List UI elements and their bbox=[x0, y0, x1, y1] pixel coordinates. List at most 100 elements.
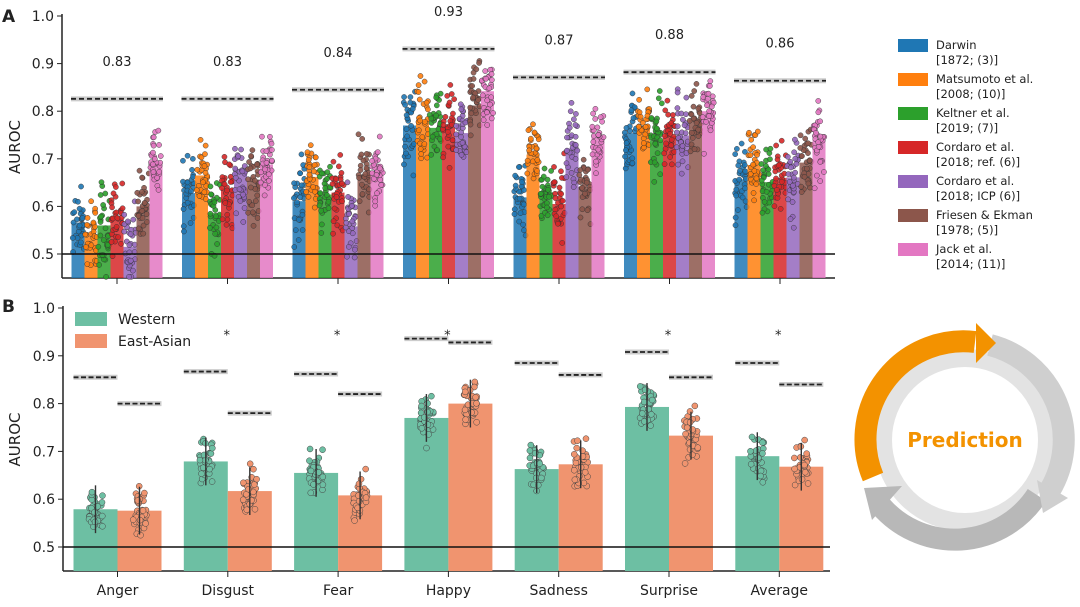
data-point bbox=[232, 165, 239, 172]
legend-name: Cordaro et al. bbox=[936, 174, 1014, 188]
data-point bbox=[785, 196, 791, 203]
data-point bbox=[124, 218, 131, 225]
data-point bbox=[784, 153, 791, 160]
data-point bbox=[693, 81, 700, 87]
data-point bbox=[213, 213, 219, 220]
data-point bbox=[636, 96, 642, 103]
bar bbox=[221, 188, 234, 278]
data-point bbox=[417, 73, 424, 79]
data-point bbox=[538, 474, 545, 482]
data-point bbox=[239, 168, 246, 175]
data-point bbox=[468, 110, 475, 117]
data-point bbox=[180, 157, 186, 164]
data-point bbox=[767, 145, 774, 152]
data-point bbox=[811, 185, 818, 192]
bar bbox=[468, 105, 481, 278]
data-point bbox=[325, 205, 332, 212]
data-point bbox=[689, 451, 696, 459]
data-point bbox=[526, 454, 534, 462]
data-point bbox=[699, 114, 706, 120]
data-point bbox=[318, 207, 325, 214]
data-point bbox=[305, 157, 312, 163]
data-point bbox=[445, 129, 451, 135]
data-point bbox=[316, 202, 323, 209]
data-point bbox=[416, 96, 423, 103]
ceiling-label: 0.84 bbox=[324, 46, 353, 61]
bar bbox=[429, 127, 442, 278]
data-point bbox=[295, 237, 302, 243]
data-point bbox=[267, 133, 273, 140]
data-point bbox=[358, 151, 365, 158]
data-point bbox=[227, 179, 234, 185]
data-point bbox=[224, 216, 231, 223]
y-tick-label: 0.5 bbox=[32, 247, 54, 263]
data-point bbox=[760, 167, 766, 174]
data-point bbox=[344, 179, 351, 186]
data-point bbox=[482, 68, 489, 74]
data-point bbox=[777, 206, 784, 212]
data-point bbox=[661, 161, 668, 167]
data-point bbox=[682, 430, 689, 438]
legend-swatch bbox=[898, 107, 928, 120]
data-point bbox=[188, 188, 194, 195]
bar bbox=[702, 111, 715, 278]
data-point bbox=[673, 144, 680, 151]
data-point bbox=[804, 480, 812, 487]
data-point bbox=[102, 190, 109, 197]
data-point bbox=[623, 125, 630, 131]
data-point bbox=[579, 184, 585, 191]
data-point bbox=[118, 240, 124, 247]
data-point bbox=[552, 195, 559, 201]
data-point bbox=[250, 222, 257, 229]
data-point bbox=[707, 83, 713, 89]
data-point bbox=[691, 88, 698, 94]
data-point bbox=[533, 145, 540, 152]
data-point bbox=[150, 161, 156, 168]
data-point bbox=[545, 186, 551, 193]
legend-label: Western bbox=[118, 312, 175, 328]
data-point bbox=[337, 152, 344, 158]
data-point bbox=[801, 173, 808, 180]
data-point bbox=[222, 200, 229, 206]
data-point bbox=[306, 457, 313, 464]
data-point bbox=[446, 99, 453, 106]
data-point bbox=[262, 182, 268, 188]
data-point bbox=[567, 108, 574, 115]
data-point bbox=[339, 180, 345, 187]
data-point bbox=[774, 156, 781, 163]
data-point bbox=[207, 183, 214, 190]
data-point bbox=[802, 135, 809, 142]
data-point bbox=[805, 150, 811, 156]
data-point bbox=[213, 224, 220, 231]
bar bbox=[637, 128, 650, 278]
data-point bbox=[119, 180, 126, 187]
data-point bbox=[99, 492, 106, 499]
ceiling-label: 0.86 bbox=[766, 37, 795, 52]
panel-a-chart: 0.5 0.6 0.7 0.8 0.9 1.0 AUROC 0.83 0.83 0.84 0.93 0… bbox=[6, 5, 835, 284]
data-point bbox=[564, 147, 570, 154]
data-point bbox=[258, 169, 264, 176]
data-point bbox=[376, 165, 383, 172]
data-point bbox=[639, 410, 646, 417]
data-point bbox=[259, 133, 265, 140]
data-point bbox=[778, 178, 785, 185]
data-point bbox=[194, 187, 200, 193]
data-point bbox=[773, 142, 779, 149]
data-point bbox=[579, 206, 586, 213]
data-point bbox=[688, 93, 695, 99]
data-point bbox=[212, 230, 219, 237]
data-point bbox=[763, 188, 770, 195]
data-point bbox=[813, 172, 820, 179]
data-point bbox=[661, 150, 667, 157]
data-point bbox=[570, 184, 577, 190]
data-point bbox=[806, 157, 813, 164]
data-point bbox=[524, 170, 531, 177]
data-point bbox=[91, 508, 98, 516]
data-point bbox=[748, 433, 756, 441]
data-point bbox=[683, 111, 689, 118]
data-point bbox=[253, 475, 260, 483]
data-point bbox=[572, 156, 579, 162]
significance-star: * bbox=[224, 329, 231, 344]
legend-ref: [2018; ICP (6)] bbox=[936, 189, 1020, 203]
data-point bbox=[629, 155, 636, 162]
